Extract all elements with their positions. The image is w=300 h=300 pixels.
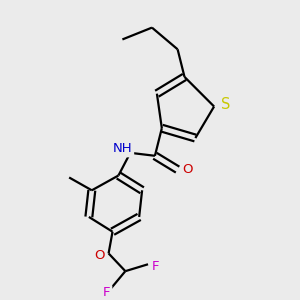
Text: O: O (182, 163, 193, 176)
Text: S: S (221, 97, 231, 112)
Text: F: F (103, 286, 110, 299)
Text: O: O (94, 249, 105, 262)
Text: F: F (152, 260, 160, 273)
Text: NH: NH (112, 142, 132, 155)
